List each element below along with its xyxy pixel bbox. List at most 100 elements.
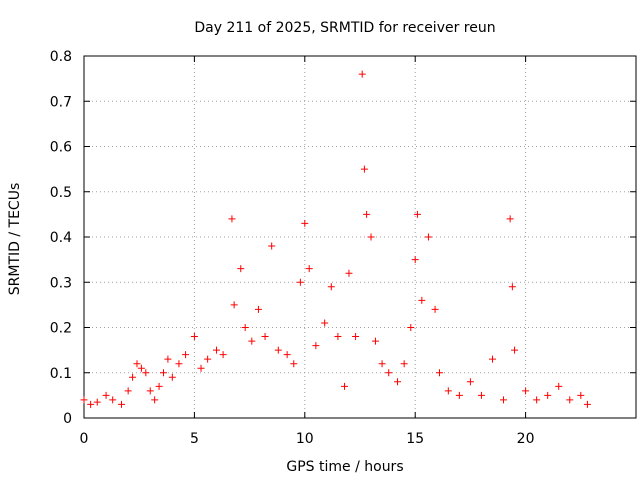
data-point	[219, 351, 227, 359]
x-tick-label: 20	[517, 431, 535, 447]
x-tick-label: 5	[190, 431, 199, 447]
x-tick-label: 15	[406, 431, 424, 447]
data-point	[371, 337, 379, 345]
data-point	[341, 382, 349, 390]
data-point	[358, 70, 366, 78]
y-tick-label: 0.1	[50, 366, 72, 382]
data-point	[378, 360, 386, 368]
y-tick-label: 0.6	[50, 140, 72, 156]
data-point	[241, 324, 249, 331]
data-points	[80, 70, 591, 408]
data-point	[583, 400, 591, 408]
data-point	[296, 278, 304, 286]
data-point	[230, 301, 238, 309]
data-point	[566, 396, 574, 404]
data-point	[137, 364, 145, 372]
data-point	[407, 324, 415, 331]
data-point	[477, 391, 485, 399]
data-point	[190, 333, 198, 341]
data-point	[109, 396, 117, 404]
data-point	[159, 369, 167, 377]
data-point	[394, 378, 402, 386]
data-point	[466, 378, 474, 386]
x-tick-label: 0	[80, 431, 89, 447]
y-tick-label: 0	[63, 411, 72, 427]
data-point	[80, 396, 88, 404]
data-point	[367, 233, 375, 241]
data-point	[93, 398, 101, 406]
data-point	[321, 319, 329, 327]
data-point	[418, 296, 426, 304]
data-point	[274, 346, 282, 354]
data-point	[175, 360, 183, 368]
y-tick-label: 0.5	[50, 185, 72, 201]
data-point	[261, 333, 269, 341]
data-point	[133, 360, 141, 368]
data-point	[500, 396, 508, 404]
data-point	[124, 387, 132, 395]
y-tick-label: 0.7	[50, 94, 72, 110]
data-point	[352, 333, 360, 341]
data-point	[444, 387, 452, 395]
data-point	[164, 355, 172, 363]
data-point	[142, 369, 150, 377]
data-point	[102, 391, 110, 399]
data-point	[212, 346, 220, 354]
data-point	[385, 369, 393, 377]
data-point	[424, 233, 432, 241]
x-axis-title: GPS time / hours	[286, 459, 403, 475]
chart-title: Day 211 of 2025, SRMTID for receiver reu…	[194, 20, 495, 36]
data-point	[455, 391, 463, 399]
data-point	[268, 242, 276, 250]
data-point	[312, 342, 320, 350]
data-point	[506, 215, 514, 223]
data-point	[129, 373, 137, 381]
y-tick-label: 0.4	[50, 230, 72, 246]
data-point	[411, 256, 419, 264]
data-point	[197, 364, 205, 372]
data-point	[155, 382, 163, 390]
data-point	[283, 351, 291, 359]
data-point	[555, 382, 563, 390]
data-point	[431, 305, 439, 313]
plot-frame	[83, 55, 637, 419]
data-point	[237, 265, 245, 273]
data-point	[345, 269, 353, 277]
data-point	[413, 210, 421, 218]
data-point	[290, 360, 298, 368]
data-point	[511, 346, 519, 354]
data-point	[400, 360, 408, 368]
data-point	[544, 391, 552, 399]
data-point	[577, 391, 585, 399]
data-point	[334, 333, 342, 341]
data-point	[228, 215, 236, 223]
data-point	[508, 283, 516, 291]
y-tick-label: 0.8	[50, 49, 72, 65]
data-point	[248, 337, 256, 345]
data-point	[151, 396, 159, 404]
data-point	[435, 369, 443, 377]
y-tick-labels: 0 0.1 0.2 0.3 0.4 0.5 0.6 0.7 0.8	[50, 49, 72, 427]
data-point	[204, 355, 212, 363]
data-point	[301, 219, 309, 227]
data-point	[254, 305, 262, 313]
data-point	[182, 351, 190, 359]
data-point	[327, 283, 335, 291]
data-point	[87, 400, 95, 408]
data-point	[488, 355, 496, 363]
data-point	[168, 373, 176, 381]
data-point	[360, 165, 368, 173]
y-tick-label: 0.2	[50, 321, 72, 337]
data-point	[118, 400, 126, 408]
y-tick-label: 0.3	[50, 275, 72, 291]
y-axis-title: SRMTID / TECUs	[7, 183, 23, 296]
data-point	[533, 396, 541, 404]
data-point	[305, 265, 313, 273]
data-point	[522, 387, 530, 395]
x-tick-labels: 0 5 10 15 20	[80, 431, 535, 447]
x-tick-label: 10	[296, 431, 314, 447]
data-point	[363, 210, 371, 218]
data-point	[146, 387, 154, 395]
grid-lines	[84, 56, 636, 418]
